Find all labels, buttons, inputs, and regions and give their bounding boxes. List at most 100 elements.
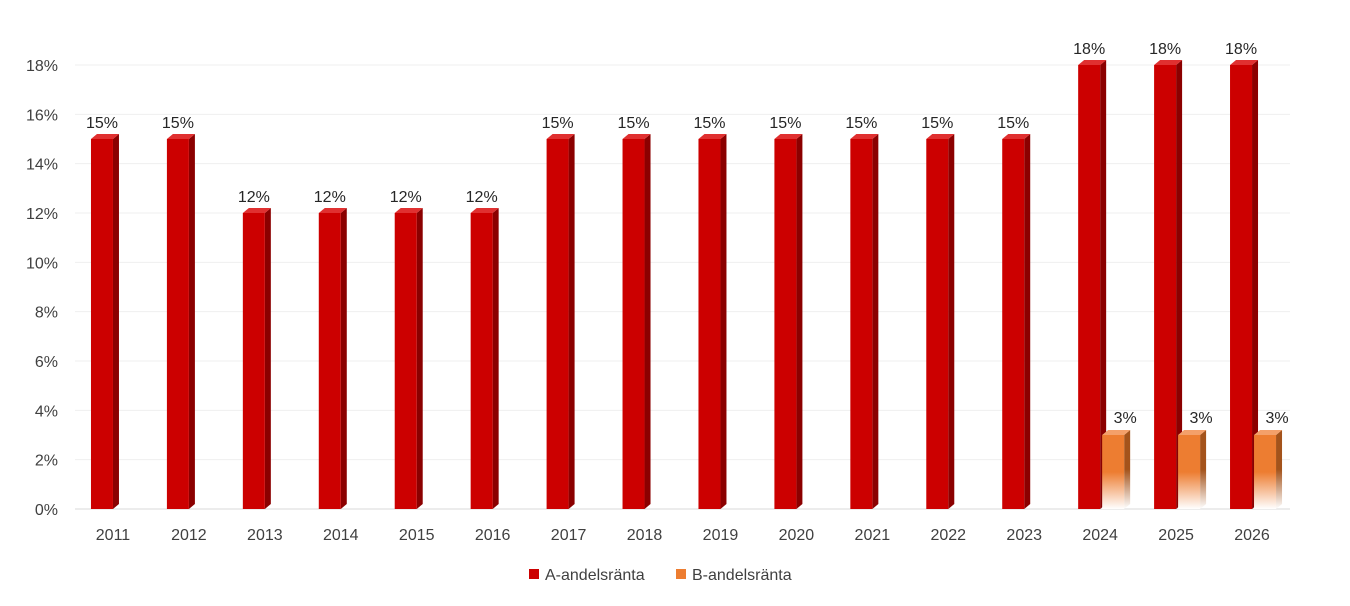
bar-a: [1154, 60, 1183, 509]
x-tick-label: 2014: [323, 527, 359, 544]
bar-a-side: [948, 134, 955, 509]
x-tick-label: 2013: [247, 527, 283, 544]
data-label-a: 15%: [997, 115, 1029, 132]
bar-a-side: [796, 134, 803, 509]
bar-a-side: [1024, 134, 1031, 509]
x-tick-label: 2021: [855, 527, 891, 544]
bar-a-top: [318, 208, 347, 213]
data-label-a: 18%: [1225, 41, 1257, 58]
data-label-a: 15%: [693, 115, 725, 132]
bar-a-side: [188, 134, 195, 509]
bar-b-top: [1178, 430, 1207, 435]
bar-a-top: [90, 134, 119, 139]
bar-b-side: [1200, 430, 1207, 509]
bar-a-top: [1154, 60, 1183, 65]
bar-a-front: [1230, 65, 1253, 509]
bar-a-front: [1078, 65, 1101, 509]
data-label-a: 12%: [390, 189, 422, 206]
bar-a-side: [568, 134, 575, 509]
y-axis: 0% 2% 4% 6% 8% 10% 12% 14% 16% 18%: [26, 58, 58, 519]
bar-a-top: [926, 134, 955, 139]
bar-a: [90, 134, 119, 509]
bar-a: [470, 208, 499, 509]
x-tick-label: 2020: [779, 527, 815, 544]
bar-a-top: [1002, 134, 1031, 139]
data-label-a: 15%: [921, 115, 953, 132]
bar-a-front: [1154, 65, 1177, 509]
legend: A-andelsränta B-andelsränta: [529, 567, 792, 584]
bar-a-front: [242, 213, 265, 509]
y-tick-label: 12%: [26, 206, 58, 223]
bar-a: [698, 134, 727, 509]
bar-a: [318, 208, 347, 509]
bar-a: [622, 134, 651, 509]
data-label-a: 15%: [845, 115, 877, 132]
x-tick-label: 2016: [475, 527, 511, 544]
bar-a-side: [264, 208, 271, 509]
bar-b: [1102, 430, 1131, 509]
x-tick-label: 2017: [551, 527, 587, 544]
bar-a-top: [698, 134, 727, 139]
bar-a: [774, 134, 803, 509]
bar-b-front: [1178, 435, 1201, 509]
bar-a-top: [774, 134, 803, 139]
bar-b: [1254, 430, 1283, 509]
y-tick-label: 0%: [35, 502, 58, 519]
x-tick-label: 2022: [930, 527, 966, 544]
y-tick-label: 14%: [26, 157, 58, 174]
x-tick-label: 2025: [1158, 527, 1194, 544]
legend-label-b: B-andelsränta: [692, 567, 792, 584]
data-label-a: 15%: [162, 115, 194, 132]
bar-a: [1230, 60, 1259, 509]
data-label-a: 18%: [1073, 41, 1105, 58]
y-tick-label: 18%: [26, 58, 58, 75]
x-tick-label: 2015: [399, 527, 435, 544]
bar-a-side: [1252, 60, 1259, 509]
bar-a-front: [622, 139, 645, 509]
bar-a: [926, 134, 955, 509]
bar-a-front: [318, 213, 341, 509]
data-label-b: 3%: [1190, 410, 1213, 427]
bar-a-front: [166, 139, 189, 509]
x-tick-label: 2024: [1082, 527, 1118, 544]
bar-a-side: [872, 134, 879, 509]
data-label-a: 15%: [542, 115, 574, 132]
bar-a-side: [340, 208, 347, 509]
bar-a-front: [546, 139, 569, 509]
legend-label-a: A-andelsränta: [545, 567, 645, 584]
bar-a: [166, 134, 195, 509]
bar-a: [242, 208, 271, 509]
bar-a: [850, 134, 879, 509]
data-label-a: 12%: [466, 189, 498, 206]
x-tick-label: 2026: [1234, 527, 1270, 544]
data-label-a: 12%: [314, 189, 346, 206]
y-tick-label: 8%: [35, 305, 58, 322]
y-tick-label: 16%: [26, 107, 58, 124]
bar-b-front: [1102, 435, 1125, 509]
bar-a-top: [470, 208, 499, 213]
x-tick-label: 2023: [1006, 527, 1042, 544]
bar-a-top: [622, 134, 651, 139]
bar-a-side: [644, 134, 651, 509]
data-label-a: 15%: [618, 115, 650, 132]
legend-swatch-b: [676, 569, 686, 579]
bar-b-top: [1102, 430, 1131, 435]
bar-a-front: [850, 139, 873, 509]
x-tick-label: 2018: [627, 527, 663, 544]
y-tick-label: 6%: [35, 354, 58, 371]
data-label-a: 15%: [86, 115, 118, 132]
bar-a-top: [394, 208, 423, 213]
bar-b-front: [1254, 435, 1277, 509]
bar-a-front: [774, 139, 797, 509]
bar-a-top: [242, 208, 271, 213]
bar-a-front: [394, 213, 417, 509]
data-label-b: 3%: [1265, 410, 1288, 427]
data-label-a: 15%: [769, 115, 801, 132]
bar-a-top: [850, 134, 879, 139]
bar-a-front: [698, 139, 721, 509]
bar-a-top: [546, 134, 575, 139]
bar-b-side: [1276, 430, 1283, 509]
data-label-a: 18%: [1149, 41, 1181, 58]
x-axis: 2011 2012 2013 2014 2015 2016 2017 2018 2019 2020…: [96, 527, 1270, 544]
